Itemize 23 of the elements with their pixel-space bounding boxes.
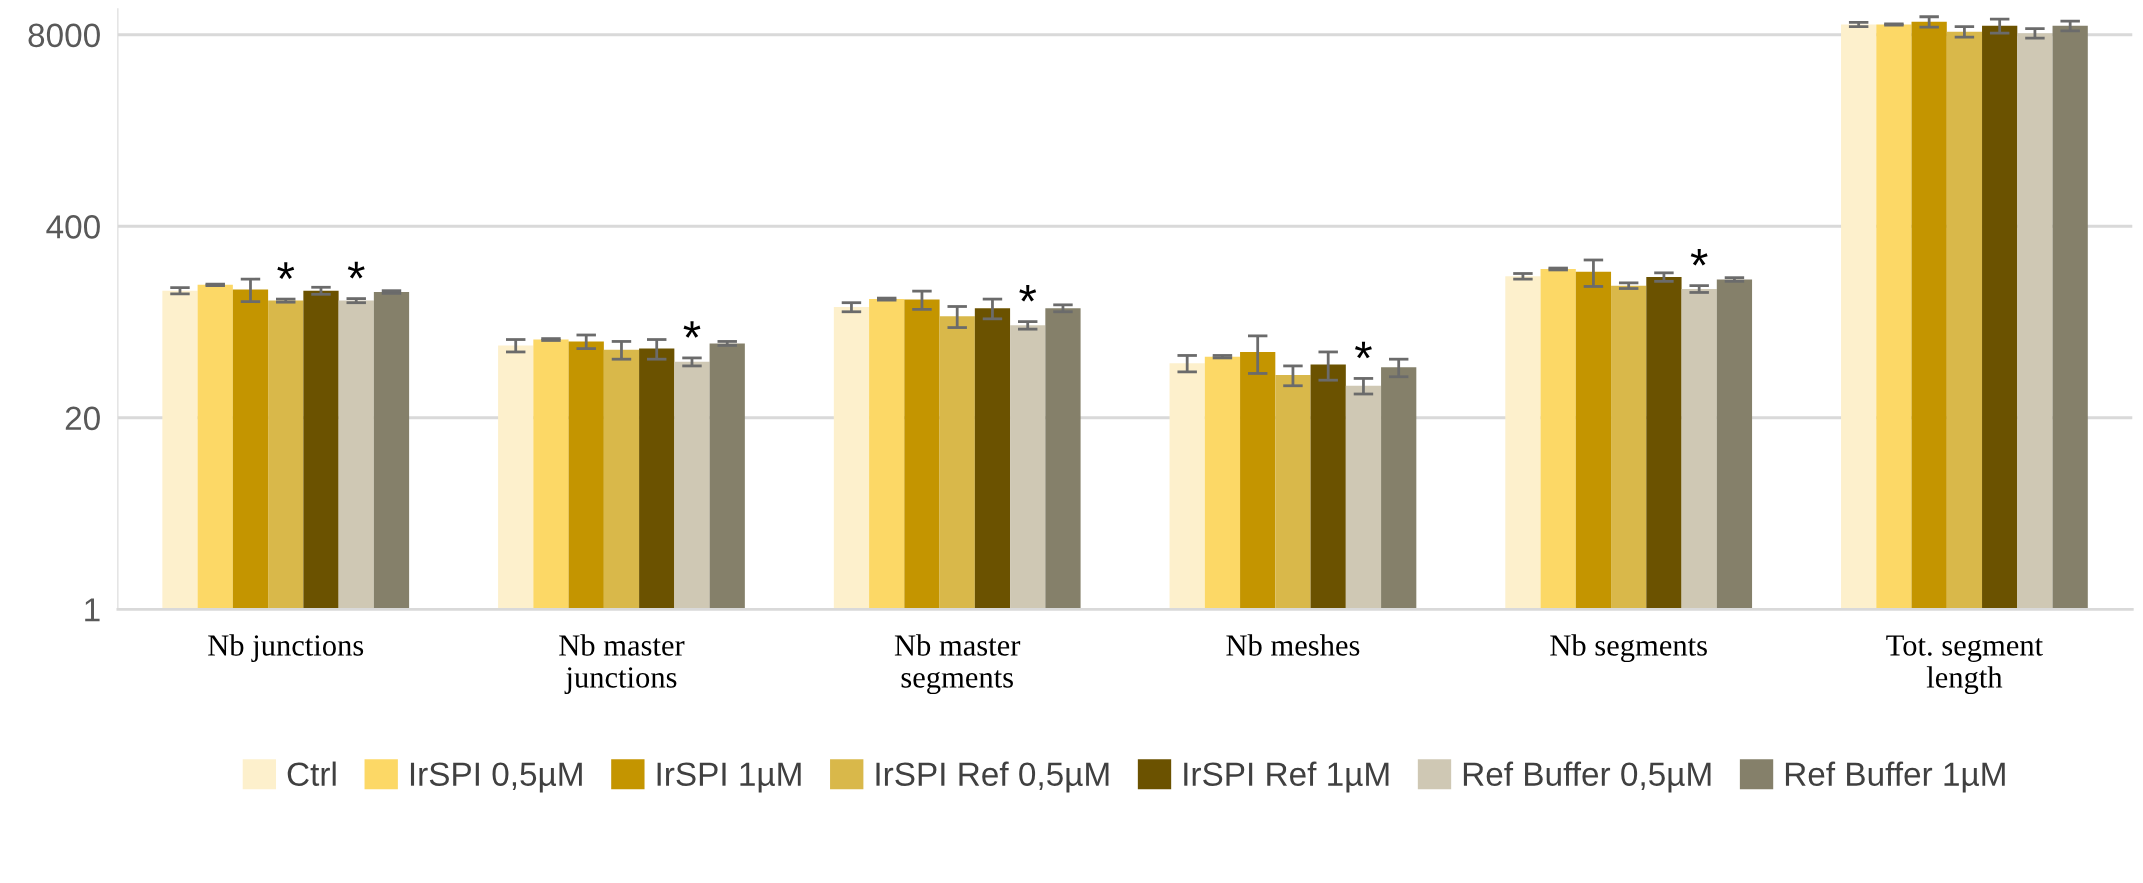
x-tick-label: Nb master junctions [559,634,685,694]
legend-label: Ctrl [287,761,336,787]
x-tick-label: Nb master segments [894,634,1021,695]
y-tick-label: 20 [65,406,100,431]
annotation: * [277,262,295,279]
x-tick-label: Nb segments [1550,634,1707,663]
y-tick-label: 400 [46,215,100,239]
y-tick-label: 8000 [28,23,100,48]
x-tick-label: Tot. segment length [1886,635,2043,695]
annotation: * [683,321,701,338]
legend-label: IrSPI Ref 1µM [1184,761,1389,793]
x-tick-label: Nb junctions [208,634,364,662]
legend-label: IrSPI 0,5µM [410,762,582,793]
annotation: * [1019,284,1037,302]
legend-label: Ref Buffer 1µM [1785,761,2005,793]
annotation: * [1690,248,1708,266]
x-tick-label: Nb meshes [1226,634,1360,656]
legend-label: IrSPI 1µM [657,762,801,793]
legend-label: Ref Buffer 0,5µM [1463,761,1711,793]
legend-label: IrSPI Ref 0,5µM [876,761,1109,793]
y-tick-label: 1 [85,598,100,622]
annotation: * [347,261,365,279]
annotation: * [1355,341,1372,359]
